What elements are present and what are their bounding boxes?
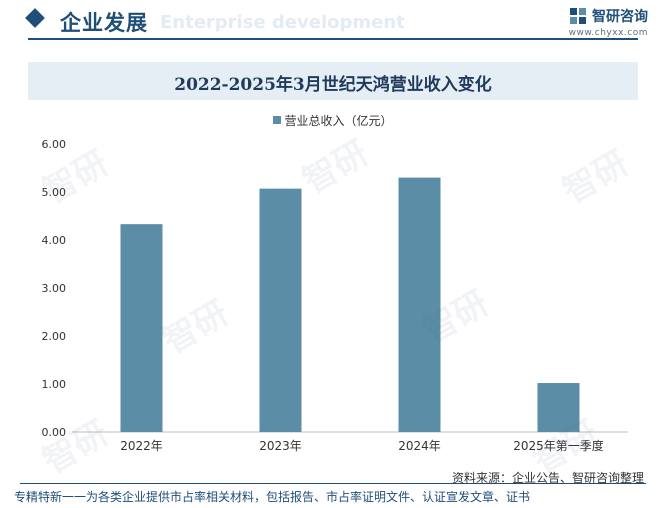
- y-tick-label: 0.00: [42, 426, 67, 439]
- brand-name: 智研咨询: [592, 9, 648, 25]
- header-divider: [28, 38, 638, 40]
- bar: [398, 177, 441, 432]
- header: Enterprise development 企业发展 智研咨询 www.chy…: [0, 0, 666, 46]
- y-tick-label: 4.00: [42, 234, 67, 247]
- y-tick-label: 3.00: [42, 282, 67, 295]
- x-tick-label: 2022年: [120, 439, 163, 453]
- bar: [259, 188, 302, 432]
- footer-text: 专精特新一一为各类企业提供市占率相关材料，包括报告、市占率证明文件、认证宣发文章…: [14, 490, 531, 504]
- footer-divider: [20, 483, 646, 484]
- x-tick-label: 2025年第一季度: [513, 438, 604, 453]
- y-tick-label: 1.00: [42, 378, 67, 391]
- x-tick-label: 2023年: [259, 439, 302, 453]
- x-tick-label: 2024年: [398, 439, 441, 453]
- legend-label: 营业总收入（亿元）: [284, 114, 393, 128]
- chart-title-band: 2022-2025年3月世纪天鸿营业收入变化: [28, 62, 638, 100]
- legend-swatch: [273, 116, 282, 124]
- brand: 智研咨询 www.chyxx.com: [569, 6, 648, 38]
- chart-legend: 营业总收入（亿元）: [0, 112, 666, 129]
- chart-title: 2022-2025年3月世纪天鸿营业收入变化: [174, 75, 492, 95]
- y-tick-label: 5.00: [42, 186, 67, 199]
- brand-url: www.chyxx.com: [568, 28, 648, 38]
- y-tick-label: 2.00: [42, 330, 67, 343]
- source-note: 资料来源：企业公告、智研咨询整理: [451, 471, 644, 485]
- y-tick-label: 6.00: [42, 138, 67, 151]
- brand-logo-icon: [570, 8, 586, 24]
- section-title: 企业发展: [60, 11, 148, 35]
- bar: [120, 224, 163, 432]
- section-subtitle: Enterprise development: [160, 12, 405, 33]
- bar: [537, 383, 580, 432]
